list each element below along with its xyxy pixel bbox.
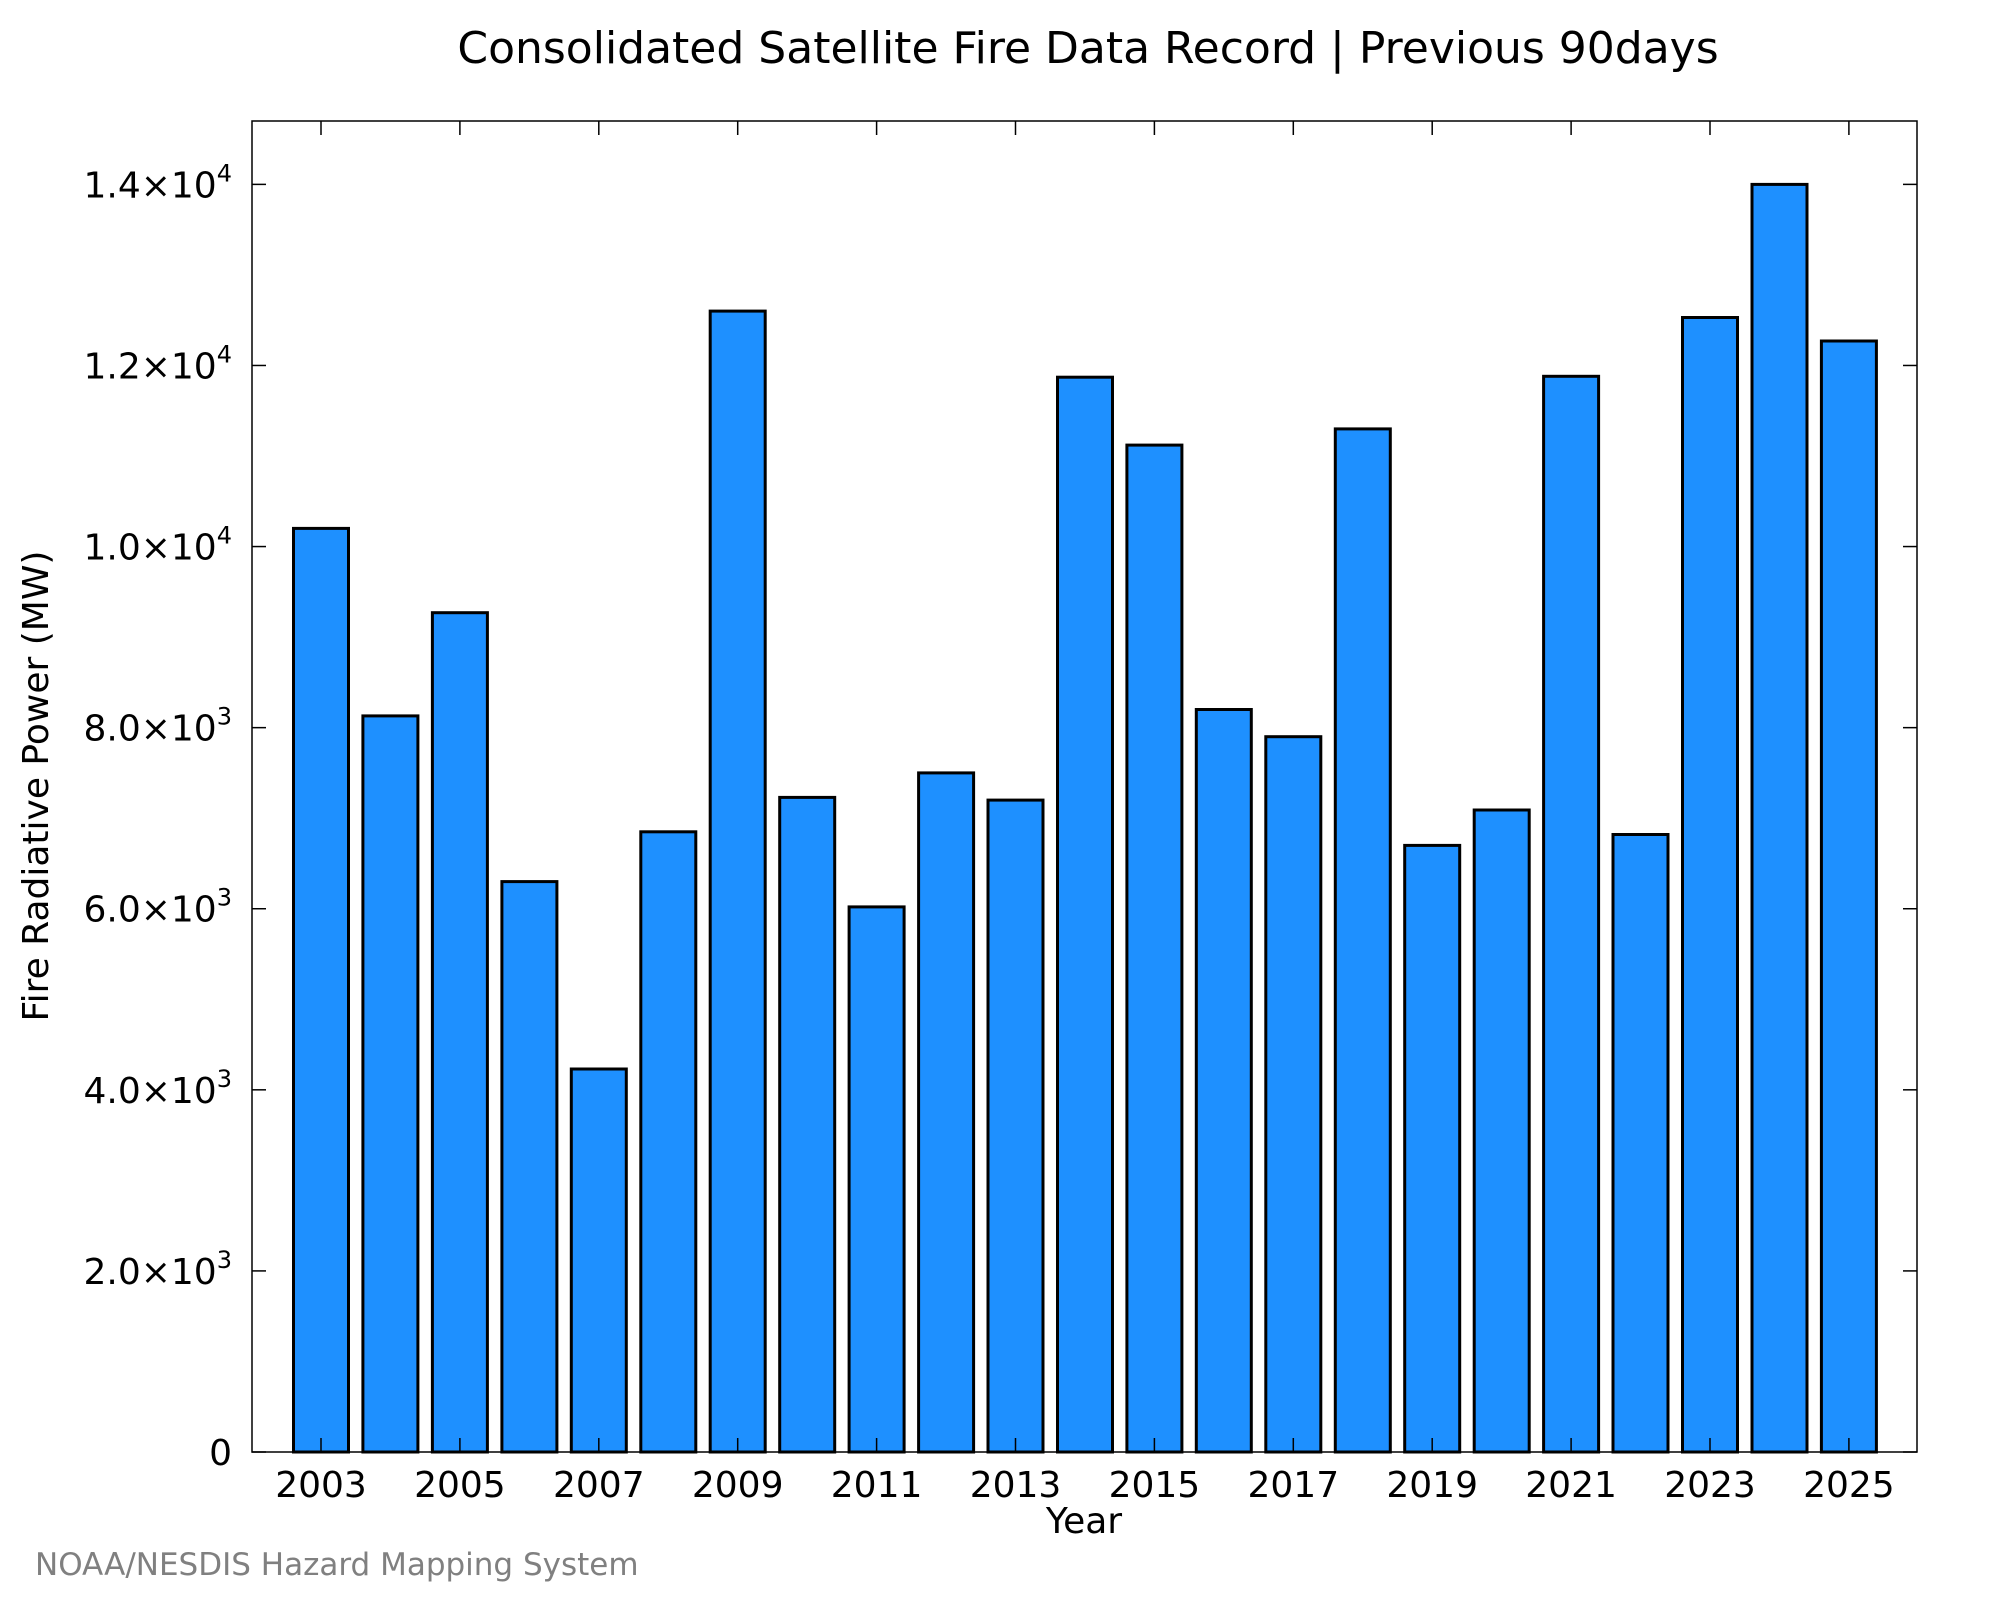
x-tick-label-2007: 2007 (553, 1465, 645, 1506)
chart-title: Consolidated Satellite Fire Data Record … (457, 23, 1718, 74)
x-tick-label-2025: 2025 (1803, 1465, 1895, 1506)
bar-2004 (361, 714, 420, 1454)
bar-2020 (1472, 808, 1531, 1454)
x-tick-label-2005: 2005 (414, 1465, 506, 1506)
bar-2005 (430, 611, 489, 1454)
x-tick-label-2009: 2009 (692, 1465, 784, 1506)
bar-2003 (292, 526, 350, 1454)
y-tick-label: 0 (209, 1433, 232, 1474)
x-tick-labels: 2003 2005 2007 2009 2011 2013 2015 2017 2019 2021… (275, 1465, 1895, 1506)
y-tick-label: 8.0×103 (83, 703, 232, 750)
x-tick-label-2013: 2013 (970, 1465, 1062, 1506)
y-axis-label: Fire Radiative Power (MW) (16, 551, 57, 1022)
x-tick-label-2017: 2017 (1247, 1465, 1339, 1506)
x-axis-label: Year (1045, 1501, 1122, 1542)
bar-2024 (1750, 182, 1809, 1454)
bar-2018 (1333, 427, 1392, 1454)
x-tick-label-2003: 2003 (275, 1465, 367, 1506)
bar-2011 (847, 905, 906, 1454)
x-tick-label-2015: 2015 (1109, 1465, 1201, 1506)
bar-2025 (1819, 339, 1878, 1454)
bar-2019 (1403, 843, 1462, 1454)
bar-2022 (1611, 833, 1670, 1454)
bar-2010 (778, 795, 837, 1454)
credit-text: NOAA/NESDIS Hazard Mapping System (35, 1547, 639, 1583)
x-tick-label-2023: 2023 (1664, 1465, 1756, 1506)
y-tick-labels: 0 2.0×103 4.0×103 6.0×103 8.0×103 1.0×104 1.2×… (83, 159, 232, 1474)
y-tick-label: 4.0×103 (83, 1065, 232, 1112)
bar-2023 (1681, 316, 1739, 1454)
y-tick-label: 1.2×104 (83, 341, 232, 388)
bar-2014 (1056, 375, 1114, 1454)
bars-group (292, 182, 1878, 1454)
bar-2006 (500, 880, 559, 1454)
bar-2015 (1125, 443, 1184, 1454)
y-tick-label: 1.4×104 (83, 159, 232, 206)
bar-2021 (1542, 374, 1601, 1454)
bar-2009 (708, 309, 767, 1454)
y-tick-label: 6.0×103 (83, 884, 232, 931)
bar-2013 (986, 798, 1045, 1454)
ticks-group (252, 121, 1917, 1453)
x-tick-label-2019: 2019 (1386, 1465, 1478, 1506)
bar-2012 (917, 771, 976, 1454)
bar-2017 (1264, 735, 1323, 1454)
bar-2016 (1194, 708, 1253, 1454)
y-tick-label: 1.0×104 (83, 522, 232, 569)
bar-2007 (569, 1067, 628, 1454)
y-tick-label: 2.0×103 (83, 1246, 232, 1293)
bar-2008 (639, 830, 698, 1454)
x-tick-label-2011: 2011 (831, 1465, 923, 1506)
x-tick-label-2021: 2021 (1525, 1465, 1617, 1506)
